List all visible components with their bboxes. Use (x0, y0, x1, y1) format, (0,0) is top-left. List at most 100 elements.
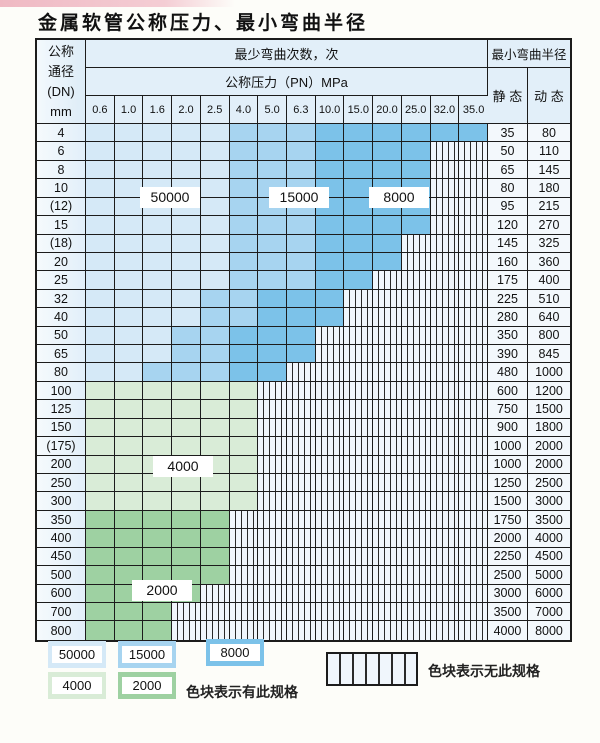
legend-swatch-15000: 15000 (118, 641, 176, 668)
no-spec-hatch-cell (459, 474, 488, 493)
cycles-8000-cell (430, 124, 460, 143)
cycles-50000-cell (200, 252, 230, 272)
no-spec-hatch-cell (401, 602, 431, 622)
cycles-50000-cell (143, 345, 173, 364)
cycles-8000-cell (229, 345, 259, 364)
no-spec-hatch-cell (315, 547, 345, 567)
table-row: 400 2000 4000 (37, 529, 570, 548)
no-spec-hatch-cell (401, 437, 431, 456)
cycles-region-label: 8000 (369, 187, 429, 208)
dynamic-radius-value-cell: 2000 (527, 437, 570, 456)
cycles-50000-cell (143, 124, 173, 143)
table-row: 200 1000 2000 (37, 455, 570, 475)
cycles-2000-cell (143, 621, 173, 640)
cycles-50000-cell (114, 160, 144, 180)
cycles-8000-cell (315, 308, 345, 327)
cycles-50000-cell (114, 363, 144, 382)
no-spec-hatch-cell (373, 621, 402, 640)
no-spec-hatch-cell (430, 621, 460, 640)
cycles-4000-cell (143, 418, 173, 438)
static-radius-value-cell: 160 (487, 252, 528, 272)
dn-value-cell: 700 (37, 602, 86, 622)
no-spec-hatch-cell (401, 418, 431, 438)
cycles-15000-cell (229, 216, 259, 235)
no-spec-hatch-cell (401, 455, 431, 475)
dynamic-radius-value-cell: 3000 (527, 492, 570, 511)
no-spec-hatch-cell (430, 179, 460, 198)
no-spec-hatch-cell (373, 455, 402, 475)
no-spec-hatch-cell (315, 418, 345, 438)
no-spec-hatch-cell (401, 308, 431, 327)
cycles-4000-cell (229, 474, 259, 493)
cycles-4000-cell (172, 418, 201, 438)
no-spec-hatch-cell (258, 510, 287, 530)
no-spec-hatch-cell (286, 437, 316, 456)
cycles-4000-cell (200, 474, 230, 493)
no-spec-hatch-cell (315, 437, 345, 456)
no-spec-hatch-cell (459, 197, 488, 217)
cycles-50000-cell (114, 326, 144, 346)
no-spec-hatch-cell (430, 271, 460, 290)
no-spec-hatch-cell (286, 584, 316, 603)
cycles-8000-cell (401, 142, 431, 161)
no-spec-hatch-cell (430, 216, 460, 235)
cycles-15000-cell (143, 363, 173, 382)
no-spec-hatch-cell (401, 326, 431, 346)
static-radius-value-cell: 2250 (487, 547, 528, 567)
no-spec-hatch-cell (258, 437, 287, 456)
dn-value-cell: 50 (37, 326, 86, 346)
table-row: 15 120 270 (37, 216, 570, 235)
no-spec-hatch-cell (258, 455, 287, 475)
cycles-50000-cell (172, 252, 201, 272)
static-radius-value-cell: 600 (487, 381, 528, 401)
no-spec-hatch-cell (373, 418, 402, 438)
cycles-50000-cell (86, 363, 115, 382)
no-spec-hatch-cell (401, 289, 431, 309)
no-spec-hatch-cell (459, 160, 488, 180)
table-row: 800 4000 8000 (37, 621, 570, 640)
table-row: 50 350 800 (37, 326, 570, 346)
legend-swatch-50000: 50000 (48, 641, 106, 668)
no-spec-hatch-cell (344, 363, 374, 382)
dn-value-cell: 100 (37, 381, 86, 401)
cycles-2000-cell (86, 510, 115, 530)
cycles-50000-cell (114, 216, 144, 235)
static-radius-value-cell: 280 (487, 308, 528, 327)
cycles-8000-cell (315, 234, 345, 253)
no-spec-hatch-cell (401, 381, 431, 401)
cycles-2000-cell (114, 602, 144, 622)
cycles-4000-cell (200, 418, 230, 438)
no-spec-hatch-cell (258, 400, 287, 419)
cycles-15000-cell (258, 252, 287, 272)
static-radius-value-cell: 50 (487, 142, 528, 161)
no-spec-hatch-cell (200, 584, 230, 603)
dynamic-radius-value-cell: 180 (527, 179, 570, 198)
no-spec-hatch-cell (401, 566, 431, 585)
cycles-8000-cell (315, 124, 345, 143)
legend-no-spec-swatch (326, 652, 418, 686)
cycles-4000-cell (86, 418, 115, 438)
no-spec-hatch-cell (459, 289, 488, 309)
cycles-2000-cell (86, 529, 115, 548)
no-spec-hatch-cell (315, 492, 345, 511)
dn-value-cell: 6 (37, 142, 86, 161)
cycles-8000-cell (344, 234, 374, 253)
cycles-4000-cell (114, 437, 144, 456)
cycles-8000-cell (459, 124, 488, 143)
cycles-4000-cell (86, 437, 115, 456)
dynamic-radius-value-cell: 145 (527, 160, 570, 180)
no-spec-hatch-cell (258, 529, 287, 548)
cycles-4000-cell (229, 381, 259, 401)
cycles-15000-cell (229, 197, 259, 217)
no-spec-hatch-cell (459, 142, 488, 161)
no-spec-hatch-cell (459, 566, 488, 585)
dn-value-cell: (18) (37, 234, 86, 253)
cycles-8000-cell (401, 160, 431, 180)
no-spec-hatch-cell (258, 492, 287, 511)
cycles-50000-cell (86, 252, 115, 272)
cycles-4000-cell (143, 400, 173, 419)
no-spec-hatch-cell (286, 566, 316, 585)
cycles-8000-cell (373, 124, 402, 143)
cycles-15000-cell (172, 326, 201, 346)
cycles-4000-cell (229, 437, 259, 456)
